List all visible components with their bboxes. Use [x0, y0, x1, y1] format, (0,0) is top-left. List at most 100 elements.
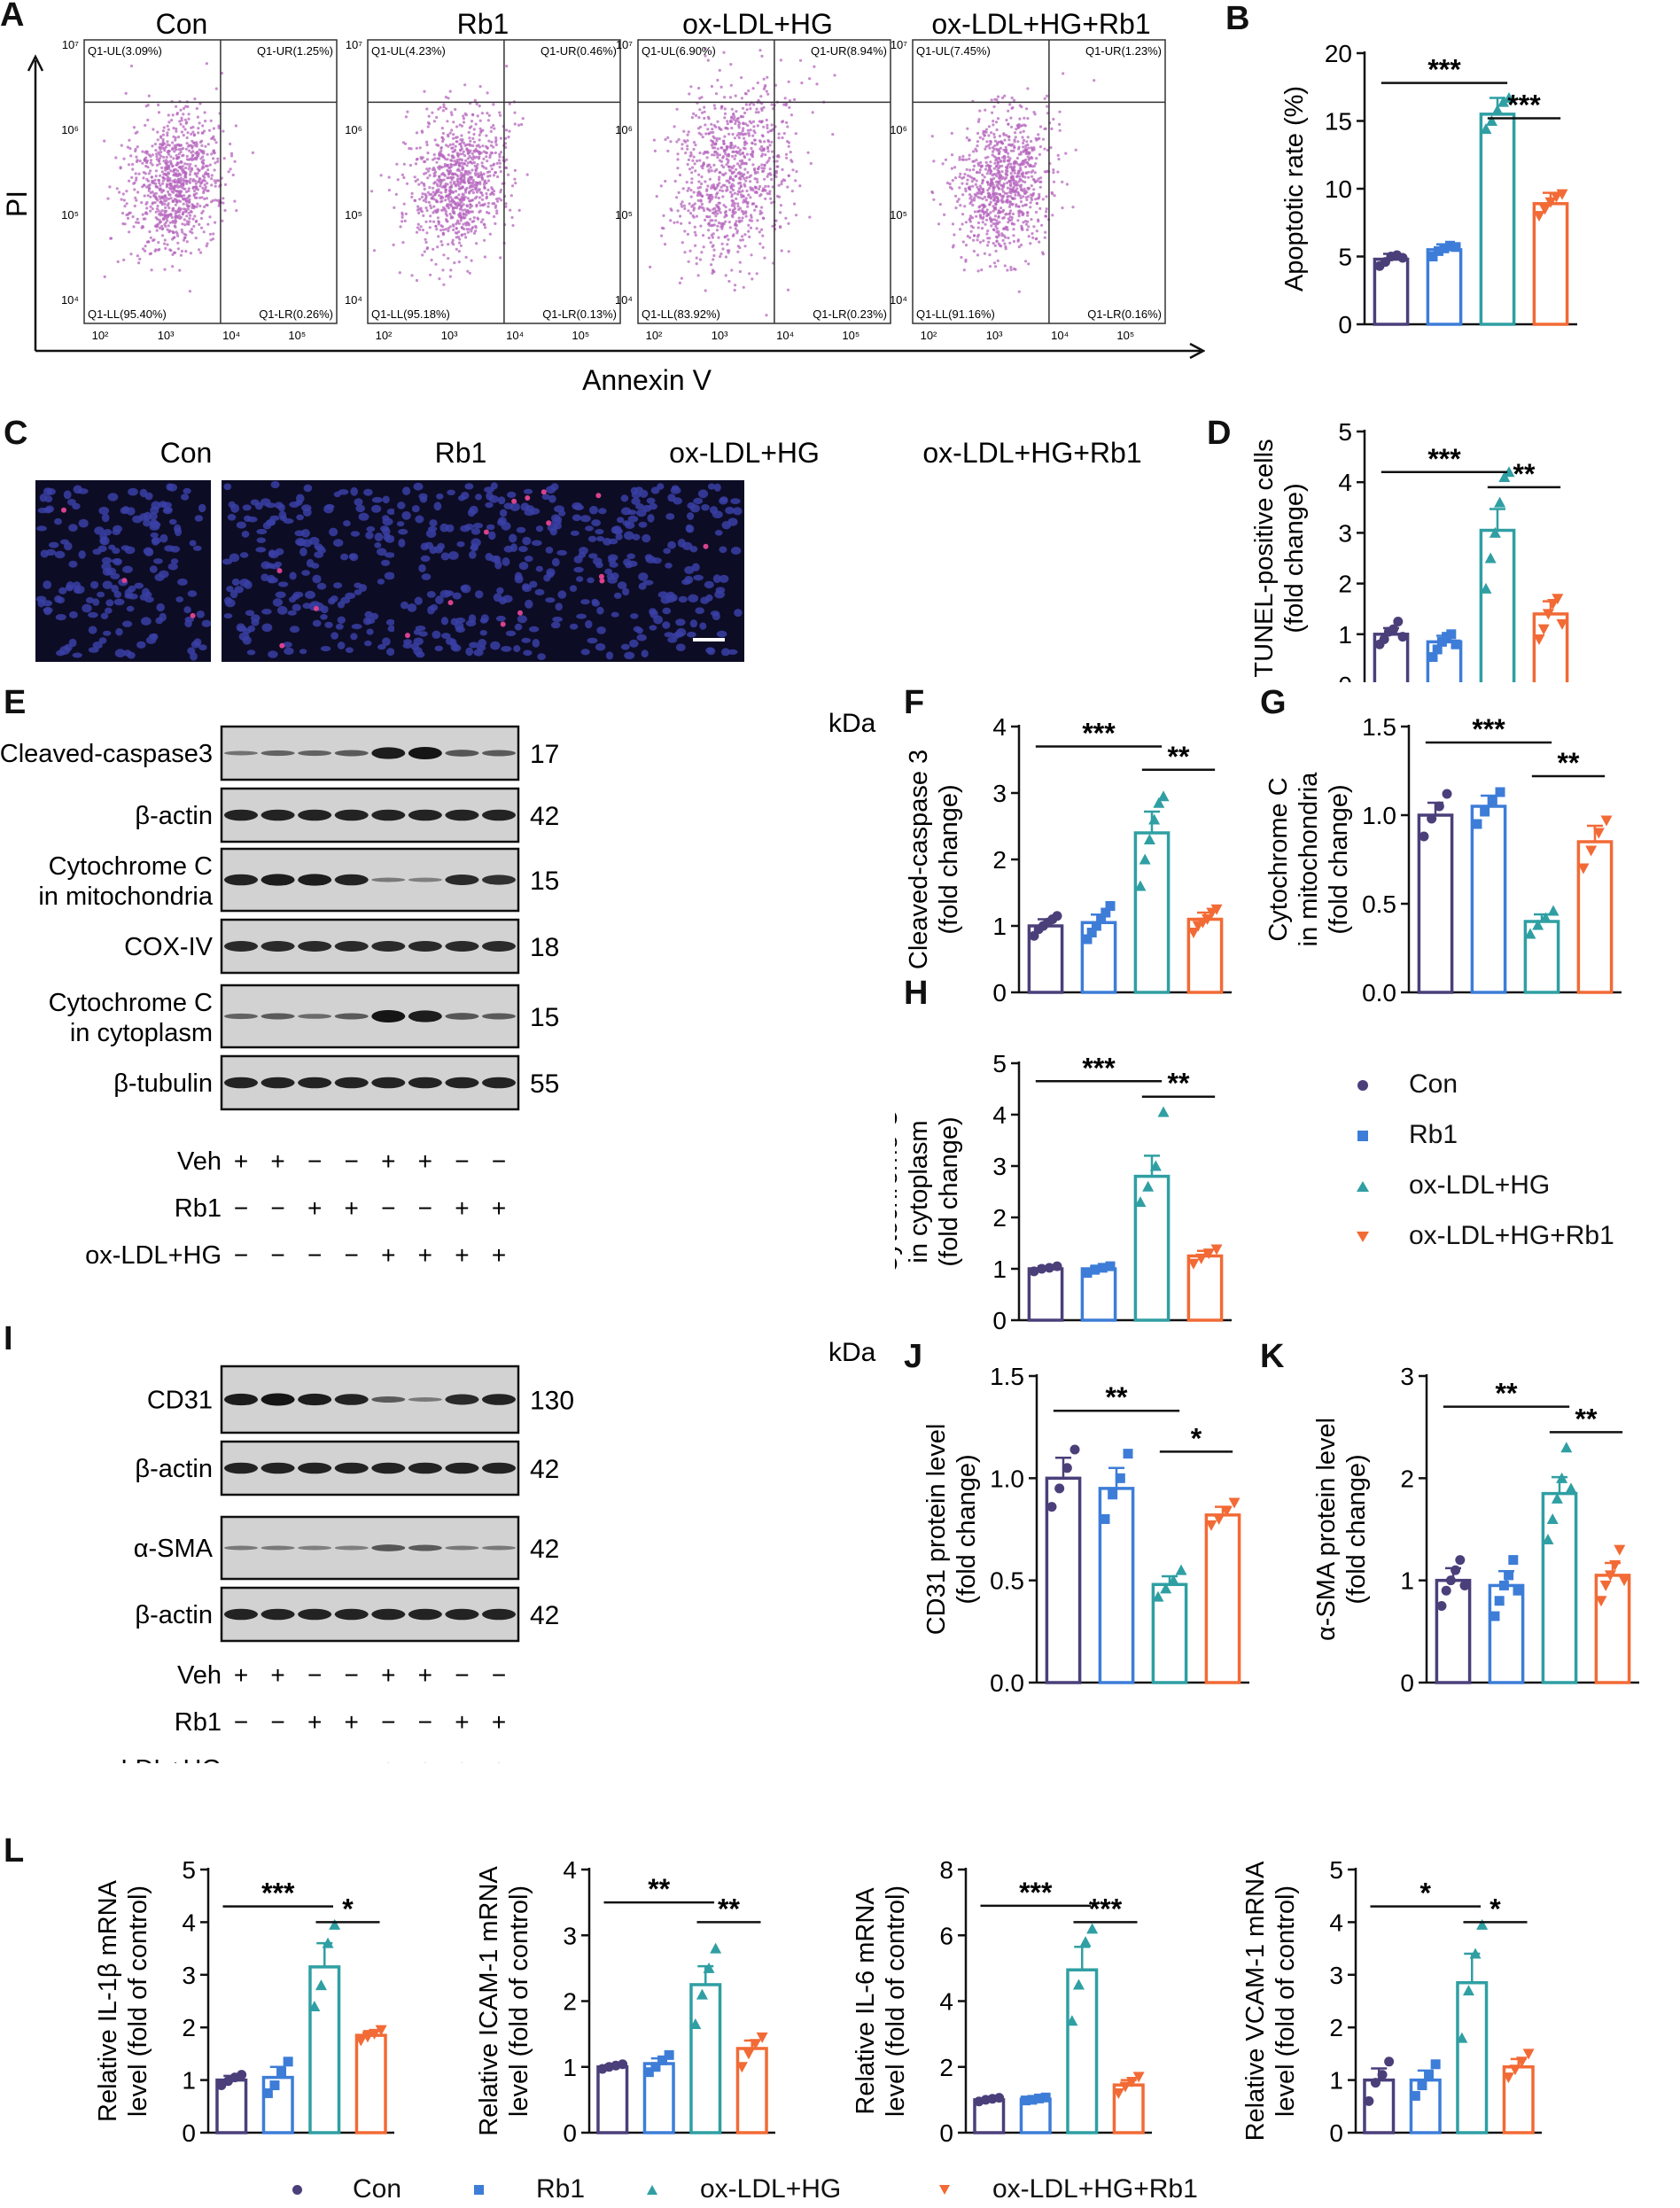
- blot-band: [298, 1077, 332, 1089]
- data-point: [1090, 1264, 1101, 1275]
- treatment-sign: +: [492, 1194, 506, 1222]
- treatment-sign: +: [418, 1241, 432, 1269]
- data-point: [362, 2032, 374, 2043]
- data-point: [1364, 2095, 1374, 2106]
- western-blot-e: kDa Cleaved-caspase3 17 β-actin 42 Cytochrom…: [0, 709, 876, 1270]
- flow-x-tick: 10⁵: [288, 329, 306, 342]
- blot-band: [298, 1545, 332, 1551]
- bar: [308, 1965, 341, 2134]
- blot-band: [334, 809, 369, 821]
- y-tick-label: 5: [1338, 244, 1352, 271]
- blot-band: [261, 1013, 295, 1020]
- treatment-sign: −: [307, 1241, 322, 1269]
- data-point: [1126, 2076, 1139, 2087]
- y-tick-label: 1: [1329, 2067, 1343, 2095]
- blot-band: [224, 874, 258, 886]
- blot-protein-label: β-actin: [135, 802, 213, 830]
- tunel-nuclei: [222, 480, 396, 658]
- flow-plot-frame: [912, 39, 1166, 324]
- significance-label: **: [1496, 1378, 1518, 1410]
- tunel-panel: Con Rb1 ox-LDL+HG ox-LDL+HG+Rb1: [35, 437, 1142, 662]
- data-point: [1132, 2072, 1145, 2083]
- tunel-image-3: [394, 480, 570, 662]
- flow-y-tick: 10⁵: [61, 208, 79, 222]
- blot-kda-value: 17: [530, 740, 559, 769]
- y-tick-label: 2: [992, 846, 1007, 874]
- data-point: [1552, 594, 1564, 605]
- chart-cytc-cytoplasm: 0 1 2 3 4 5 Cytochrome Cin cytoplasm(fold chan…: [895, 1050, 1232, 1334]
- blot-band: [298, 1462, 332, 1474]
- bar: [1204, 1513, 1241, 1684]
- data-point: [1427, 252, 1438, 261]
- data-point: [1441, 1585, 1451, 1596]
- blot-band: [445, 809, 479, 821]
- tunel-title-rb1: Rb1: [435, 437, 487, 469]
- y-tick-label: 0: [563, 2119, 577, 2147]
- data-point: [1434, 801, 1444, 812]
- data-point: [1210, 904, 1223, 915]
- y-axis-label: level (fold of control): [1272, 1885, 1300, 2117]
- treatment-sign: +: [234, 1661, 248, 1689]
- y-tick-label: 1: [1338, 621, 1352, 649]
- blot-band: [445, 1545, 479, 1551]
- treatment-sign: −: [492, 1147, 506, 1175]
- significance-label: **: [1513, 458, 1536, 490]
- data-point: [1445, 1575, 1456, 1586]
- data-point: [1546, 1512, 1559, 1524]
- data-point: [1592, 828, 1605, 839]
- blot-band: [482, 750, 516, 757]
- blot-band: [261, 1462, 295, 1474]
- treatment-sign: −: [455, 1661, 469, 1689]
- blot-protein-label: α-SMA: [134, 1535, 214, 1563]
- blot-band: [224, 1013, 258, 1020]
- flow-y-tick: 10⁵: [615, 208, 633, 222]
- treatment-sign: +: [381, 1755, 395, 1763]
- blot-band: [334, 1545, 369, 1551]
- data-point: [1419, 831, 1429, 842]
- data-point: [1052, 1261, 1062, 1271]
- y-tick-label: 2: [1400, 1465, 1414, 1492]
- y-tick-label: 1: [563, 2054, 577, 2081]
- significance-label: ***: [1427, 443, 1461, 475]
- y-tick-label: 1.0: [1362, 802, 1396, 829]
- data-point: [1513, 1585, 1523, 1596]
- data-point: [1439, 243, 1450, 253]
- blot-band: [334, 1394, 369, 1405]
- data-point: [689, 2018, 702, 2029]
- flow-quadrant-ll: Q1-LL(83.92%): [642, 307, 720, 321]
- treatment-sign: −: [492, 1661, 506, 1689]
- data-point: [1410, 2090, 1420, 2101]
- flow-x-tick: 10³: [986, 329, 1003, 342]
- tunel-nuclei: [396, 482, 567, 660]
- treatment-sign: −: [270, 1241, 284, 1269]
- chart-asma-protein: 0 1 2 3 α-SMA protein level (fold change) ** **: [1312, 1363, 1639, 1697]
- blot-band: [482, 941, 516, 952]
- data-point: [1069, 1444, 1080, 1455]
- data-point: [1480, 806, 1490, 817]
- bar: [1363, 2078, 1396, 2134]
- y-axis-label: Apoptotic rate (%): [1280, 86, 1309, 292]
- significance-label: **: [1106, 1381, 1128, 1413]
- y-tick-label: 3: [182, 1962, 196, 1989]
- panel-letter-b: B: [1225, 0, 1250, 37]
- blot-band: [445, 1608, 479, 1621]
- blot-band: [224, 1462, 258, 1474]
- data-point: [1397, 253, 1408, 263]
- panel-letter-a: A: [0, 0, 25, 34]
- y-axis-label: Cytochrome C: [1264, 777, 1293, 941]
- data-point: [1487, 796, 1497, 806]
- data-point: [1491, 104, 1504, 115]
- flow-y-tick: 10⁷: [62, 38, 79, 51]
- flow-y-tick: 10⁶: [61, 123, 79, 136]
- data-point: [1427, 813, 1437, 824]
- flow-quadrant-lr: Q1-LR(0.13%): [542, 307, 617, 321]
- y-tick-label: 2: [939, 2054, 953, 2081]
- data-point: [1160, 1582, 1172, 1594]
- flow-y-tick: 10⁶: [615, 123, 633, 136]
- data-point: [1034, 2093, 1045, 2103]
- bar: [1027, 1267, 1064, 1322]
- y-tick-label: 0: [992, 979, 1007, 1007]
- treatment-sign: +: [492, 1708, 506, 1736]
- y-axis-label: (fold change): [1342, 1454, 1371, 1604]
